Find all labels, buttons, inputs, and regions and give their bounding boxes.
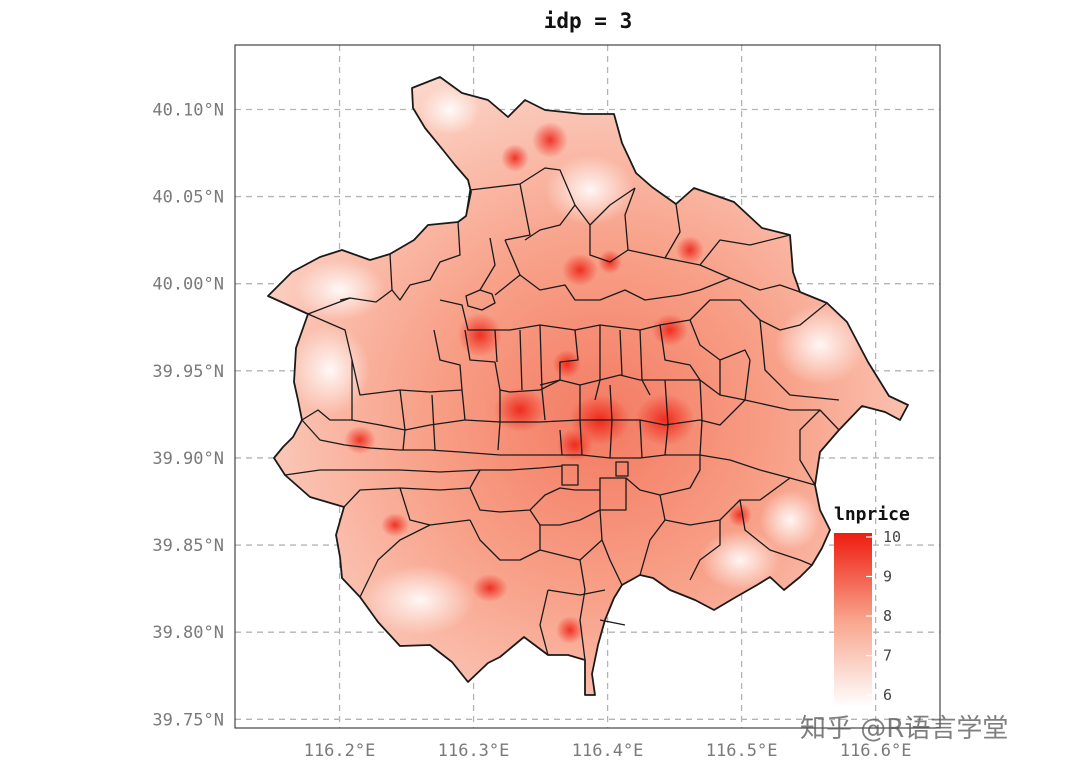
x-tick-label: 116.6°E (840, 741, 912, 761)
watermark-text: 知乎 @R语言学堂 (800, 714, 1008, 744)
legend-tick-label: 10 (883, 528, 901, 546)
y-tick-label: 39.75°N (152, 710, 224, 730)
x-tick-label: 116.3°E (438, 741, 510, 761)
legend-tick-label: 6 (883, 686, 892, 704)
y-tick-label: 39.95°N (152, 362, 224, 382)
y-tick-label: 40.05°N (152, 188, 224, 208)
legend-colorbar (834, 533, 872, 707)
legend: lnprice 10 9 8 7 6 (834, 504, 910, 707)
map-title: idp = 3 (544, 9, 633, 33)
legend-tick-label: 8 (883, 607, 892, 625)
x-axis-tick-labels: 116.2°E 116.3°E 116.4°E 116.5°E 116.6°E (304, 741, 912, 761)
x-tick-label: 116.4°E (572, 741, 644, 761)
legend-tick-label: 7 (883, 647, 892, 665)
y-axis-tick-labels: 40.10°N 40.05°N 40.00°N 39.95°N 39.90°N 39.85… (152, 100, 224, 730)
legend-tick-label: 9 (883, 568, 892, 586)
y-tick-label: 39.85°N (152, 536, 224, 556)
y-tick-label: 40.00°N (152, 275, 224, 295)
map-panel-border (234, 44, 941, 729)
legend-title: lnprice (834, 504, 910, 525)
x-tick-label: 116.2°E (304, 741, 376, 761)
x-tick-label: 116.5°E (706, 741, 778, 761)
y-tick-label: 39.90°N (152, 449, 224, 469)
legend-tick-labels: 10 9 8 7 6 (866, 528, 901, 704)
city-outline (267, 76, 909, 696)
y-tick-label: 40.10°N (152, 100, 224, 120)
district-boundaries (284, 167, 840, 661)
y-tick-label: 39.80°N (152, 623, 224, 643)
